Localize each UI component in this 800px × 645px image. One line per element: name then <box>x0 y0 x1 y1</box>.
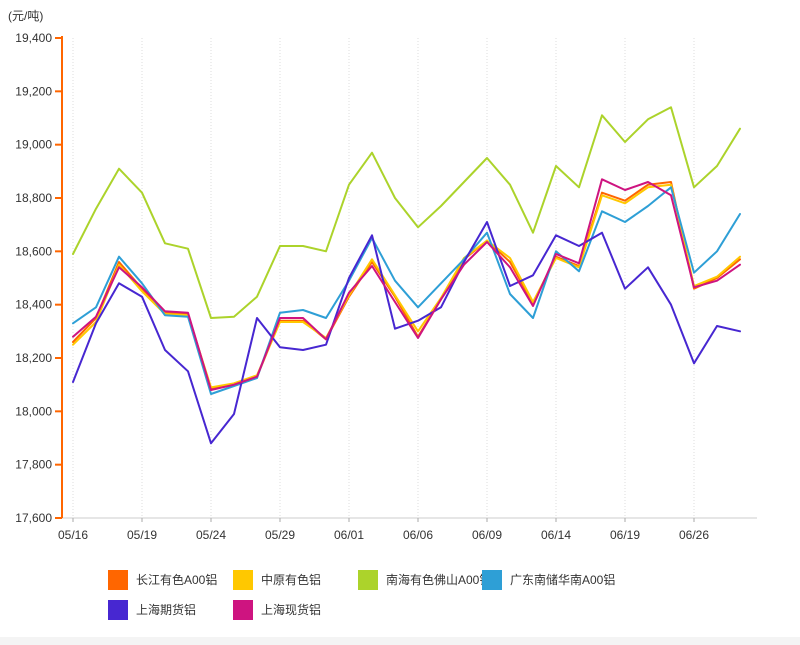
x-tick-label-8: 06/19 <box>610 528 640 542</box>
x-tick-label-6: 06/09 <box>472 528 502 542</box>
x-tick-label-7: 06/14 <box>541 528 571 542</box>
legend-swatch-2 <box>358 570 378 590</box>
series-line-1 <box>72 183 741 389</box>
legend-swatch-0 <box>108 570 128 590</box>
x-tick-label-0: 05/16 <box>58 528 88 542</box>
y-tick-label-0: 17,600 <box>15 511 52 525</box>
y-tick-label-9: 19,400 <box>15 31 52 45</box>
x-tick-label-2: 05/24 <box>196 528 226 542</box>
y-tick-label-8: 19,200 <box>15 84 52 98</box>
y-axis-unit-label: (元/吨) <box>8 9 44 23</box>
series-line-5 <box>72 178 741 391</box>
chart-canvas: 05/16 05/19 05/24 05/29 06/01 06/06 06/09 06/14… <box>15 31 757 542</box>
series-line-4 <box>72 221 741 445</box>
legend-label-5: 上海现货铝 <box>261 603 322 617</box>
legend-item-4[interactable]: 上海期货铝 <box>108 600 196 620</box>
legend-swatch-1 <box>233 570 253 590</box>
x-tick-label-4: 06/01 <box>334 528 364 542</box>
legend-item-5[interactable]: 上海现货铝 <box>233 600 321 620</box>
y-tick-label-6: 18,800 <box>15 191 52 205</box>
y-tick-label-2: 18,000 <box>15 404 52 418</box>
legend-label-1: 中原有色铝 <box>261 573 322 587</box>
series-line-3 <box>72 186 741 395</box>
x-tick-label-3: 05/29 <box>265 528 295 542</box>
legend-swatch-4 <box>108 600 128 620</box>
legend-item-0[interactable]: 长江有色A00铝 <box>108 570 217 590</box>
x-tick-label-9: 06/26 <box>679 528 709 542</box>
series-line-2 <box>72 106 741 319</box>
legend-label-2: 南海有色佛山A00铝 <box>386 573 492 587</box>
y-tick-label-4: 18,400 <box>15 298 52 312</box>
legend-item-2[interactable]: 南海有色佛山A00铝 <box>358 570 491 590</box>
legend-swatch-3 <box>482 570 502 590</box>
y-tick-label-5: 18,600 <box>15 244 52 258</box>
y-tick-label-1: 17,800 <box>15 458 52 472</box>
legend-item-1[interactable]: 中原有色铝 <box>233 570 321 590</box>
bottom-bar <box>0 637 800 645</box>
y-tick-label-3: 18,200 <box>15 351 52 365</box>
x-tick-label-5: 06/06 <box>403 528 433 542</box>
legend-label-3: 广东南储华南A00铝 <box>510 573 616 587</box>
legend-item-3[interactable]: 广东南储华南A00铝 <box>482 570 615 590</box>
legend-label-4: 上海期货铝 <box>136 603 197 617</box>
legend-swatch-5 <box>233 600 253 620</box>
y-tick-label-7: 19,000 <box>15 138 52 152</box>
legend-label-0: 长江有色A00铝 <box>136 573 218 587</box>
series-line-0 <box>72 181 741 390</box>
x-tick-label-1: 05/19 <box>127 528 157 542</box>
